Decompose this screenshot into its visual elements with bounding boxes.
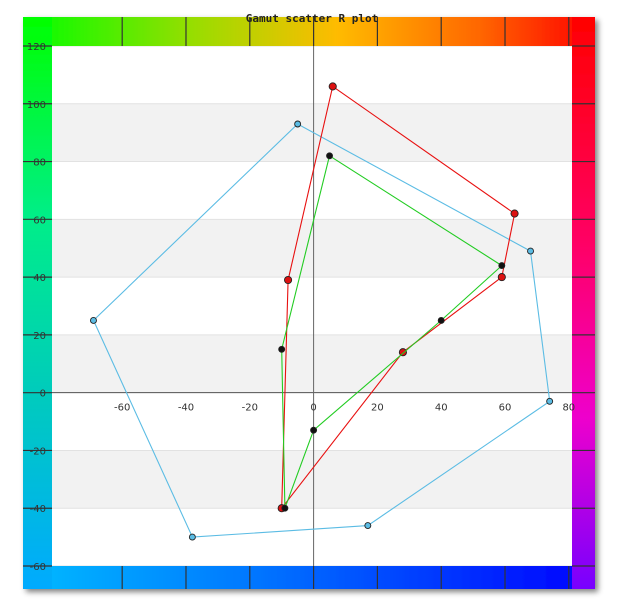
- x-tick-label: 40: [435, 403, 448, 414]
- data-point: [498, 262, 506, 270]
- y-tick-label: 60: [33, 215, 46, 226]
- series-2: [277, 82, 519, 513]
- y-tick-label: 40: [33, 273, 46, 284]
- y-tick-label: 20: [33, 331, 46, 342]
- y-tick-labels: 120 100 80 60 40 20 0 -20 -40 -60: [27, 42, 46, 573]
- grid-band: [52, 508, 572, 566]
- chart-title: Gamut scatter R plot: [246, 12, 378, 25]
- x-tick-label: -20: [242, 403, 258, 414]
- data-point: [188, 533, 196, 541]
- grid-band: [52, 161, 572, 220]
- data-point: [90, 316, 97, 324]
- grid-band: [52, 277, 572, 335]
- data-point: [546, 397, 554, 405]
- series-3: [278, 152, 506, 512]
- x-tick-label: -40: [178, 403, 194, 414]
- grid-band: [52, 219, 572, 278]
- frame-ticks: [23, 17, 595, 589]
- data-point: [284, 275, 293, 285]
- data-point: [527, 247, 534, 255]
- y-tick-label: 120: [27, 42, 46, 53]
- y-tick-label: 80: [33, 158, 46, 169]
- series-layer: [90, 82, 554, 541]
- grid-bands: [52, 46, 572, 566]
- data-point: [497, 273, 506, 282]
- data-point: [326, 152, 333, 160]
- color-gamut-frame: [23, 17, 595, 589]
- y-tick-label: -40: [30, 504, 46, 515]
- x-tick-label: -60: [114, 403, 130, 414]
- y-tick-label: -60: [30, 562, 46, 573]
- y-tick-label: 100: [27, 100, 46, 111]
- data-point: [364, 522, 372, 530]
- grid-band: [52, 46, 572, 104]
- grid-band: [52, 334, 572, 393]
- x-tick-label: 80: [562, 403, 575, 414]
- data-point: [437, 316, 445, 324]
- grid-band: [52, 392, 572, 451]
- series-1: [90, 120, 554, 541]
- x-tick-labels: -60 -40 -20 0 20 40 60 80: [114, 403, 575, 414]
- data-point: [278, 345, 286, 353]
- grid-band: [52, 450, 572, 509]
- data-point: [294, 120, 302, 128]
- data-point: [328, 82, 337, 91]
- grid-band: [52, 103, 572, 162]
- data-point: [281, 504, 289, 512]
- data-point: [310, 426, 318, 434]
- data-point: [510, 209, 519, 218]
- y-tick-label: -20: [30, 446, 46, 457]
- data-point: [398, 348, 407, 357]
- x-tick-label: 0: [310, 403, 316, 414]
- y-tick-label: 0: [40, 389, 46, 400]
- x-tick-label: 20: [371, 403, 384, 414]
- x-tick-label: 60: [499, 403, 512, 414]
